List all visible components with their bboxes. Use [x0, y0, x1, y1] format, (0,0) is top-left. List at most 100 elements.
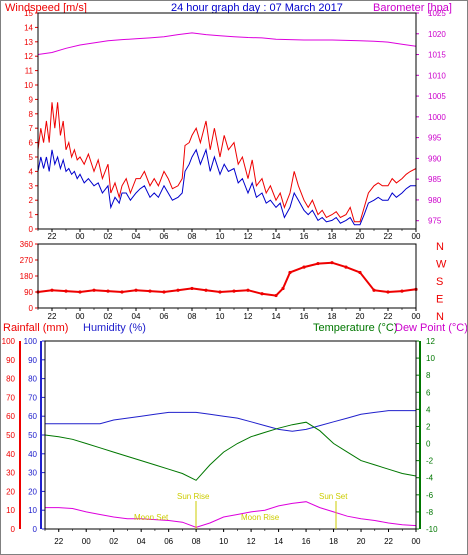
barometer-tick-label: 975: [428, 217, 442, 226]
hour-tick-label: 10: [216, 312, 225, 321]
moon-set-annotation: Moon Set: [134, 513, 169, 522]
temperature-tick-label: 0: [426, 440, 431, 449]
windspeed-tick-label: 8: [29, 110, 34, 119]
barometer-tick-label: 1015: [428, 51, 446, 60]
barometer-tick-label: 1020: [428, 30, 446, 39]
barometer-tick-label: 985: [428, 175, 442, 184]
windspeed-tick-label: 4: [29, 167, 34, 176]
panel2-hour-ticks: 22 00 02 04 06 08 10 12 14 16 18 20 22 00: [37, 308, 421, 321]
humidity-tick-label: 40: [28, 450, 37, 459]
hour-tick-label: 14: [272, 232, 281, 241]
rainfall-tick-label: 20: [6, 487, 15, 496]
hour-tick-label: 12: [244, 312, 253, 321]
windspeed-tick-label: 9: [29, 95, 34, 104]
temperature-line: [44, 421, 417, 481]
humidity-tick-label: 30: [28, 469, 37, 478]
temperature-tick-label: -6: [426, 491, 434, 500]
hour-tick-label: 00: [76, 312, 85, 321]
rainfall-tick-label: 60: [6, 412, 15, 421]
rainfall-tick-label: 50: [6, 431, 15, 440]
hour-tick-label: 22: [48, 232, 57, 241]
panel3-plot-area: [44, 340, 417, 530]
windspeed-tick-label: 0: [29, 225, 34, 234]
hour-tick-label: 16: [300, 312, 309, 321]
hour-tick-label: 22: [384, 232, 393, 241]
temperature-tick-label: -2: [426, 457, 434, 466]
hour-tick-label: 04: [137, 537, 146, 546]
hour-tick-label: 18: [329, 537, 338, 546]
windspeed-axis-label: Windspeed [m/s]: [5, 2, 87, 14]
direction-tick-label: 360: [20, 240, 34, 249]
barometer-tick-label: 995: [428, 134, 442, 143]
hour-tick-label: 12: [247, 537, 256, 546]
hour-tick-label: 08: [188, 312, 197, 321]
windspeed-tick-label: 7: [29, 124, 34, 133]
wind-direction-series: [36, 261, 418, 298]
windspeed-tick-label: 10: [24, 81, 33, 90]
hour-tick-label: 06: [160, 232, 169, 241]
hour-tick-label: 22: [54, 537, 63, 546]
temperature-tick-label: 4: [426, 405, 431, 414]
hour-tick-label: 08: [188, 232, 197, 241]
windspeed-tick-label: 2: [29, 196, 34, 205]
windspeed-tick-label: 6: [29, 139, 34, 148]
rainfall-tick-label: 80: [6, 375, 15, 384]
wind-speed-line: [37, 148, 416, 226]
humidity-line: [45, 410, 416, 432]
hour-tick-label: 14: [274, 537, 283, 546]
wind-gust-line: [37, 102, 417, 223]
humidity-tick-label: 90: [28, 356, 37, 365]
temperature-tick-label: -4: [426, 474, 434, 483]
sun-set-annotation: Sun Set: [319, 492, 348, 501]
panel1-plot-area: [37, 12, 417, 230]
direction-tick-label: 270: [20, 256, 34, 265]
hour-tick-label: 00: [412, 537, 421, 546]
hour-tick-label: 00: [82, 537, 91, 546]
wind-direction-line: [37, 261, 417, 297]
hour-tick-label: 22: [384, 537, 393, 546]
temperature-tick-label: 6: [426, 388, 431, 397]
windspeed-tick-label: 13: [24, 38, 33, 47]
hour-tick-label: 12: [244, 232, 253, 241]
rainfall-tick-label: 40: [6, 450, 15, 459]
barometer-tick-label: 980: [428, 196, 442, 205]
rainfall-tick-label: 90: [6, 356, 15, 365]
wind-direction-ticks: 360 270 180 90 0: [20, 240, 38, 313]
hour-tick-label: 16: [302, 537, 311, 546]
temperature-tick-label: 2: [426, 422, 431, 431]
windspeed-tick-label: 12: [24, 52, 33, 61]
hour-tick-label: 20: [357, 537, 366, 546]
rainfall-axis-label: Rainfall (mm): [3, 322, 68, 334]
barometer-line: [37, 32, 417, 55]
humidity-tick-label: 20: [28, 487, 37, 496]
rainfall-tick-label: 10: [6, 506, 15, 515]
panel3-hour-ticks: 22 00 02 04 06 08 10 12 14 16 18 20 22 00: [44, 529, 421, 546]
moon-rise-annotation: Moon Rise: [241, 513, 280, 522]
barometer-tick-label: 1025: [428, 9, 446, 18]
graph-title: 24 hour graph day : 07 March 2017: [171, 2, 343, 14]
windspeed-tick-label: 5: [29, 153, 34, 162]
hour-tick-label: 20: [356, 312, 365, 321]
temperature-tick-label: 10: [426, 354, 435, 363]
humidity-tick-label: 70: [28, 393, 37, 402]
windspeed-tick-label: 15: [24, 9, 33, 18]
direction-tick-label: 90: [24, 288, 33, 297]
hour-tick-label: 04: [132, 312, 141, 321]
windspeed-tick-label: 1: [29, 211, 34, 220]
hour-tick-label: 10: [219, 537, 228, 546]
windspeed-tick-label: 3: [29, 182, 34, 191]
hour-tick-label: 10: [216, 232, 225, 241]
hour-tick-label: 00: [76, 232, 85, 241]
temperature-tick-label: -10: [426, 525, 438, 534]
direction-tick-label: 180: [20, 272, 34, 281]
humidity-tick-label: 0: [33, 525, 38, 534]
hour-tick-label: 16: [300, 232, 309, 241]
humidity-tick-label: 60: [28, 412, 37, 421]
hour-tick-label: 08: [192, 537, 201, 546]
compass-letter: E: [436, 294, 443, 306]
